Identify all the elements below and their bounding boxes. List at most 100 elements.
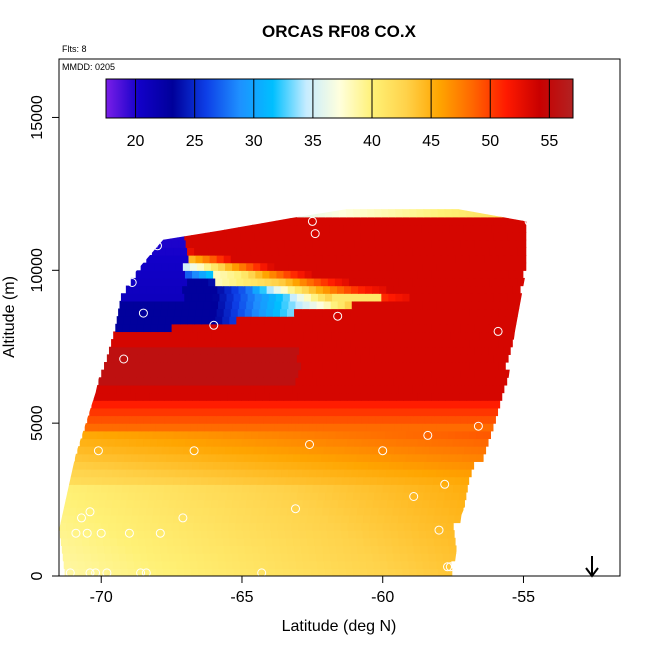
heatmap-cell: [320, 384, 329, 394]
heatmap-cell: [389, 323, 398, 333]
heatmap-cell: [282, 216, 291, 226]
heatmap-cell: [331, 560, 339, 569]
heatmap-cell: [355, 346, 363, 355]
heatmap-cell: [239, 262, 247, 271]
heatmap-cell: [189, 285, 197, 294]
heatmap-cell: [252, 224, 260, 233]
heatmap-cell: [330, 499, 339, 508]
heatmap-cell: [229, 384, 237, 394]
heatmap-cell: [400, 224, 408, 233]
heatmap-cell: [500, 209, 509, 218]
heatmap-cell: [450, 262, 458, 271]
heatmap-cell: [364, 545, 373, 554]
heatmap-cell: [199, 369, 208, 378]
heatmap-cell: [227, 323, 236, 333]
heatmap-cell: [375, 239, 384, 248]
heatmap-cell: [279, 255, 288, 264]
heatmap-cell: [457, 400, 465, 409]
heatmap-cell: [249, 415, 257, 424]
heatmap-cell: [147, 300, 156, 310]
heatmap-cell: [312, 415, 320, 424]
heatmap-cell: [410, 369, 419, 378]
heatmap-cell: [250, 384, 259, 394]
heatmap-cell: [208, 514, 216, 524]
heatmap-cell: [441, 545, 450, 554]
heatmap-cell: [386, 285, 394, 294]
heatmap-cell: [211, 423, 219, 432]
heatmap-cell: [325, 209, 333, 218]
heatmap-cell: [447, 476, 456, 485]
heatmap-cell: [321, 407, 330, 417]
heatmap-cell: [116, 316, 125, 325]
heatmap-cell: [203, 300, 212, 310]
heatmap-cell: [154, 300, 163, 310]
heatmap-cell: [192, 484, 201, 493]
heatmap-cell: [436, 331, 445, 340]
heatmap-cell: [281, 469, 289, 478]
heatmap-cell: [102, 476, 111, 485]
heatmap-cell: [302, 446, 311, 455]
heatmap-cell: [323, 446, 332, 455]
heatmap-cell: [315, 224, 324, 233]
heatmap-cell: [350, 362, 358, 371]
heatmap-cell: [441, 362, 450, 371]
heatmap-cell: [93, 438, 102, 447]
heatmap-cell: [294, 553, 303, 562]
heatmap-cell: [185, 484, 194, 493]
heatmap-cell: [244, 430, 252, 440]
heatmap-cell: [109, 530, 117, 539]
heatmap-cell: [227, 270, 235, 279]
heatmap-cell: [476, 407, 484, 417]
heatmap-cell: [431, 522, 440, 531]
heatmap-cell: [161, 553, 169, 562]
heatmap-cell: [449, 469, 458, 478]
heatmap-cell: [123, 514, 132, 524]
heatmap-cell: [188, 339, 197, 348]
heatmap-cell: [225, 423, 234, 432]
heatmap-cell: [398, 247, 406, 256]
heatmap-cell: [259, 469, 268, 478]
heatmap-cell: [351, 300, 360, 310]
heatmap-cell: [382, 522, 391, 531]
heatmap-cell: [372, 553, 381, 562]
sample-point: [136, 568, 146, 578]
heatmap-cell: [378, 255, 387, 264]
heatmap-cell: [444, 568, 453, 576]
heatmap-cell: [315, 339, 323, 348]
heatmap-cell: [459, 438, 468, 447]
heatmap-cell: [180, 277, 188, 287]
heatmap-cell: [219, 354, 228, 363]
heatmap-cell: [105, 400, 114, 409]
heatmap-cell: [350, 224, 359, 233]
heatmap-cell: [491, 362, 499, 371]
heatmap-cell: [125, 507, 133, 516]
heatmap-cell: [258, 430, 266, 440]
heatmap-cell: [303, 331, 311, 340]
heatmap-cell: [451, 293, 460, 302]
heatmap-cell: [265, 430, 273, 440]
heatmap-cell: [334, 476, 343, 485]
heatmap-cell: [288, 469, 296, 478]
heatmap-cell: [96, 430, 104, 440]
heatmap-cell: [375, 438, 383, 447]
heatmap-cell: [313, 247, 322, 256]
heatmap-cell: [211, 400, 219, 409]
heatmap-cell: [407, 285, 415, 294]
heatmap-cell: [196, 553, 205, 562]
heatmap-cell: [422, 423, 431, 432]
heatmap-cell: [129, 438, 137, 447]
heatmap-cell: [337, 262, 346, 271]
heatmap-cell: [264, 247, 273, 256]
heatmap-cell: [177, 568, 185, 576]
heatmap-cell: [240, 293, 249, 302]
heatmap-cell: [431, 484, 440, 493]
heatmap-cell: [353, 461, 362, 470]
heatmap-cell: [165, 514, 174, 524]
heatmap-cell: [517, 277, 526, 287]
heatmap-cell: [270, 346, 279, 355]
heatmap-cell: [382, 438, 391, 447]
heatmap-cell: [477, 308, 485, 317]
heatmap-cell: [419, 384, 427, 394]
heatmap-cell: [460, 415, 468, 424]
heatmap-cell: [343, 545, 351, 554]
